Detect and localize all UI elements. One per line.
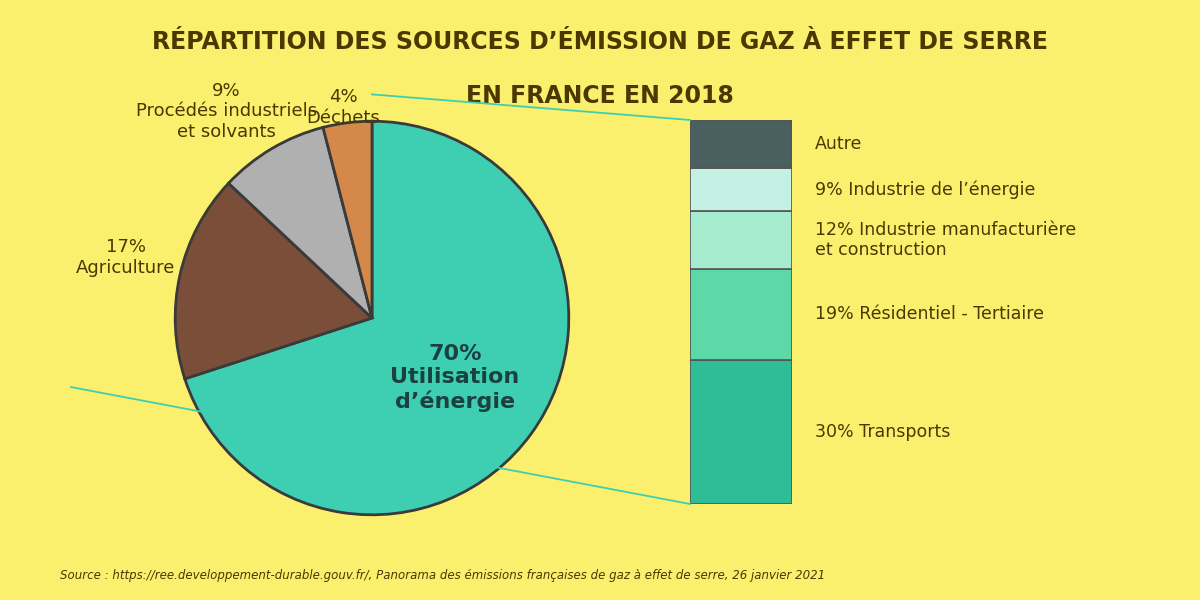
Text: EN FRANCE EN 2018: EN FRANCE EN 2018 — [466, 84, 734, 108]
Bar — [690, 211, 792, 269]
Text: 19% Résidentiel - Tertiaire: 19% Résidentiel - Tertiaire — [815, 305, 1044, 323]
Wedge shape — [323, 121, 372, 318]
Wedge shape — [228, 127, 372, 318]
Text: 4%
Déchets: 4% Déchets — [306, 88, 379, 127]
Text: 12% Industrie manufacturière
et construction: 12% Industrie manufacturière et construc… — [815, 221, 1076, 259]
Text: RÉPARTITION DES SOURCES D’ÉMISSION DE GAZ À EFFET DE SERRE: RÉPARTITION DES SOURCES D’ÉMISSION DE GA… — [152, 30, 1048, 54]
Text: 9% Industrie de l’énergie: 9% Industrie de l’énergie — [815, 181, 1036, 199]
Text: 17%
Agriculture: 17% Agriculture — [76, 238, 175, 277]
Wedge shape — [185, 121, 569, 515]
Text: 9%
Procédés industriels
et solvants: 9% Procédés industriels et solvants — [136, 82, 317, 141]
Wedge shape — [175, 183, 372, 379]
Text: Source : https://ree.developpement-durable.gouv.fr/, Panorama des émissions fran: Source : https://ree.developpement-durab… — [60, 569, 826, 582]
Bar — [690, 120, 792, 168]
Text: 70%
Utilisation
d’énergie: 70% Utilisation d’énergie — [390, 344, 520, 412]
Bar — [690, 269, 792, 360]
Text: 30% Transports: 30% Transports — [815, 423, 950, 441]
Bar — [690, 360, 792, 504]
Text: Autre: Autre — [815, 135, 862, 153]
Bar — [690, 168, 792, 211]
